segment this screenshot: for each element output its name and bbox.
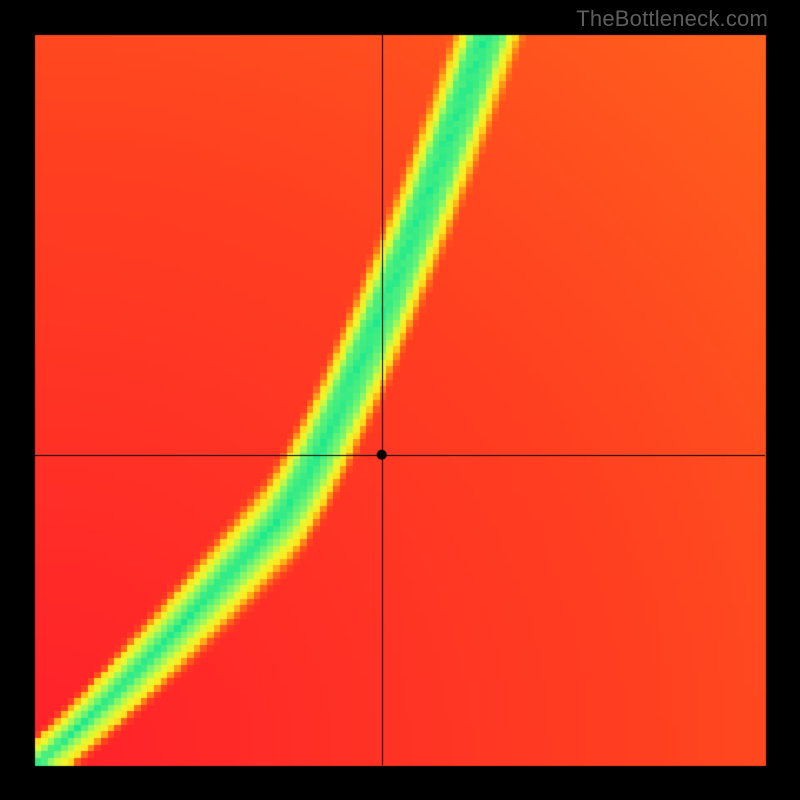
watermark-text: TheBottleneck.com xyxy=(576,6,768,32)
heatmap-canvas xyxy=(0,0,800,800)
root: TheBottleneck.com xyxy=(0,0,800,800)
